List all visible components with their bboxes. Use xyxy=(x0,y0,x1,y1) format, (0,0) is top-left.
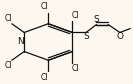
Text: Cl: Cl xyxy=(72,65,79,74)
Text: Cl: Cl xyxy=(41,73,48,82)
Text: Cl: Cl xyxy=(4,14,12,23)
Text: O: O xyxy=(116,32,123,41)
Text: Cl: Cl xyxy=(41,2,48,11)
Text: N: N xyxy=(17,37,24,47)
Text: Cl: Cl xyxy=(4,61,12,70)
Text: Cl: Cl xyxy=(72,10,79,19)
Text: S: S xyxy=(94,15,99,24)
Text: S: S xyxy=(84,32,90,41)
